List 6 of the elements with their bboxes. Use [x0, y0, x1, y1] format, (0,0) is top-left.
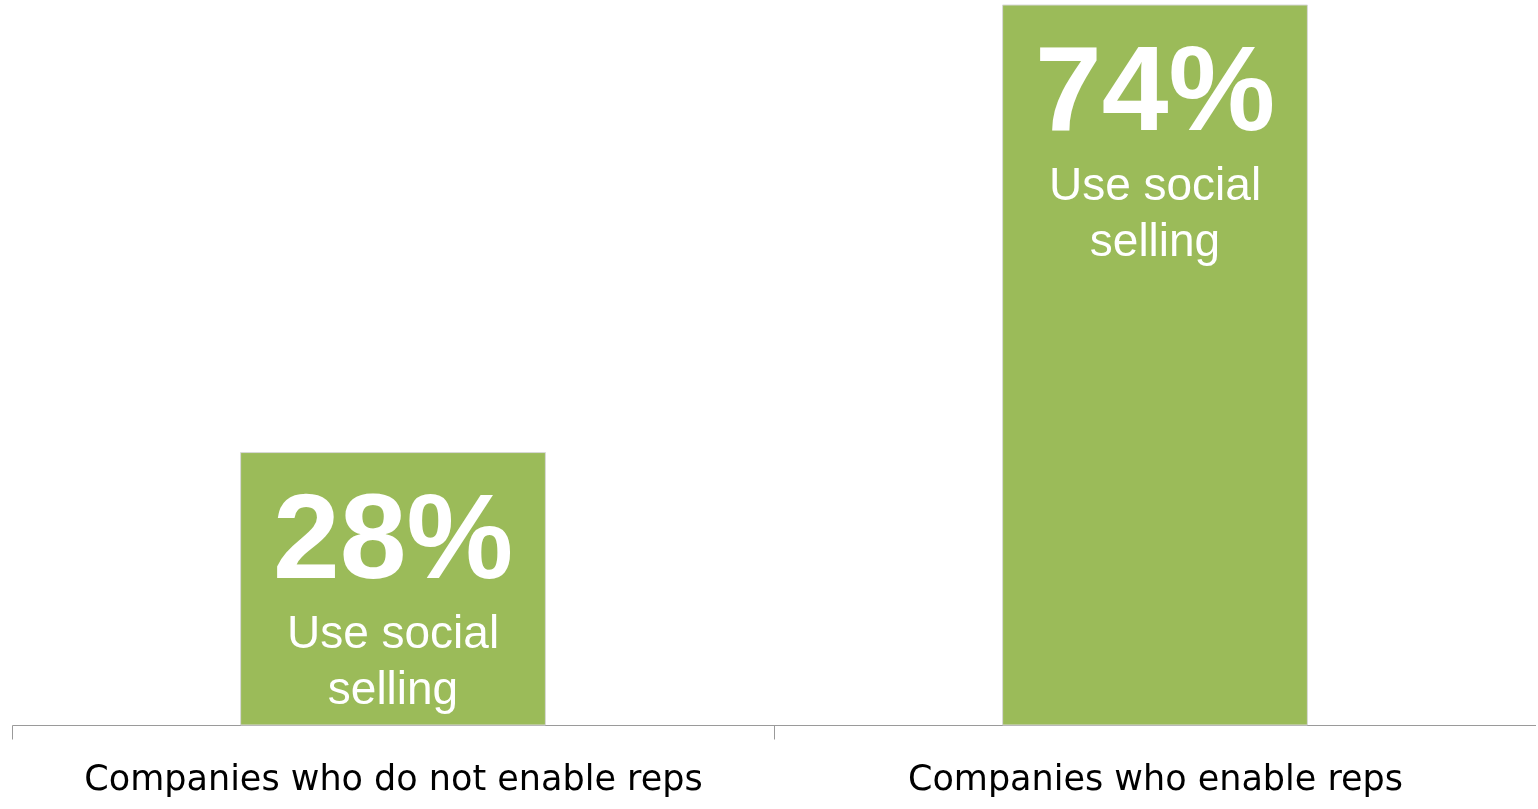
data-label: 28%: [272, 468, 514, 603]
annotation: Use social selling: [286, 605, 500, 714]
x-tick-label: Companies who do not enable reps: [84, 757, 703, 798]
x-tick-label: Companies who enable reps: [907, 757, 1404, 798]
data-label: 74%: [1034, 21, 1276, 155]
annotation: Use social selling: [1048, 158, 1262, 266]
